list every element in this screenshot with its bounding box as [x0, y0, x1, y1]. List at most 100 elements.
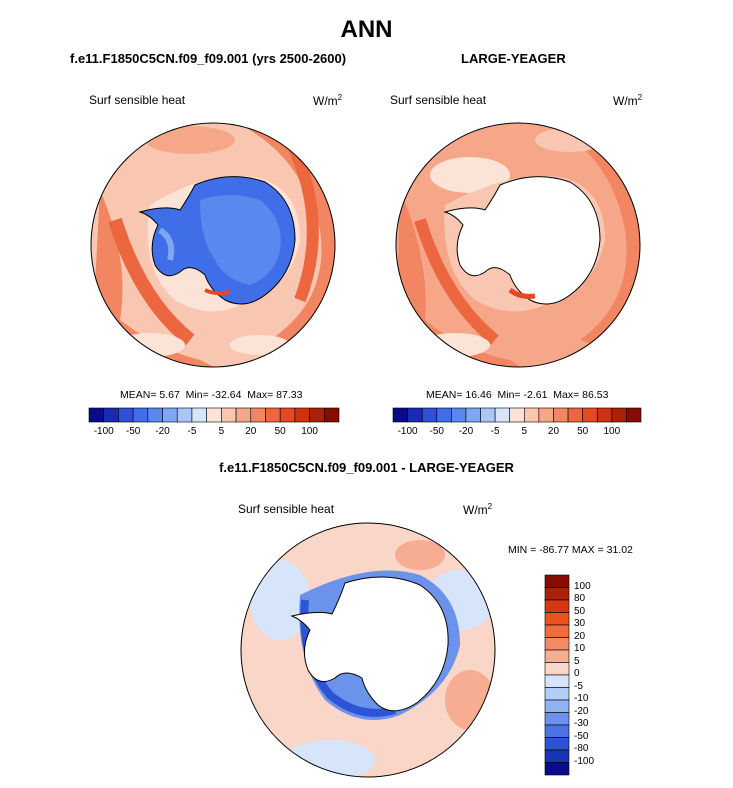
colorbar-tick-label: 20 [547, 426, 560, 437]
colorbar-tick-label: -5 [574, 680, 583, 692]
colorbar-swatch [250, 407, 266, 423]
colorbar-tick-label: -20 [458, 426, 474, 437]
diff-variable-label: Surf sensible heat [238, 502, 335, 516]
colorbar-tick-label: -5 [187, 426, 197, 437]
colorbar-tick-label: 5 [521, 426, 528, 437]
colorbar-tick-label: 30 [574, 618, 586, 629]
colorbar-tick-label: 100 [301, 426, 318, 437]
colorbar-tick-label: -100 [93, 426, 114, 437]
colorbar-tick-label: 50 [274, 426, 286, 437]
colorbar-swatch [538, 407, 554, 423]
right-case-title: LARGE-YEAGER [461, 51, 566, 66]
colorbar-tick-label: 50 [574, 605, 586, 617]
left-colorbar [88, 407, 340, 423]
colorbar-tick-label: -10 [574, 693, 589, 704]
colorbar-tick-label: 80 [574, 593, 586, 604]
colorbar-tick-label: -5 [490, 426, 500, 437]
diff-colorbar [544, 574, 570, 776]
colorbar-swatch [611, 407, 627, 423]
colorbar-tick-label: -50 [429, 426, 444, 437]
colorbar-swatch [567, 407, 583, 423]
colorbar-tick-label: 10 [574, 643, 586, 654]
colorbar-swatch [206, 407, 222, 423]
colorbar-tick-label: -20 [574, 705, 589, 717]
right-variable-label: Surf sensible heat [390, 93, 487, 107]
colorbar-swatch [147, 407, 163, 423]
right-antarctica [443, 176, 601, 305]
colorbar-swatch [191, 407, 207, 423]
colorbar-tick-label: 100 [574, 580, 591, 592]
colorbar-swatch [480, 407, 496, 423]
colorbar-swatch [544, 674, 570, 688]
colorbar-swatch [596, 407, 613, 423]
colorbar-swatch [323, 407, 340, 423]
colorbar-swatch [436, 407, 452, 423]
colorbar-swatch [626, 407, 642, 423]
left-polar-map [91, 123, 335, 367]
colorbar-swatch [103, 407, 119, 423]
colorbar-swatch [392, 407, 408, 423]
colorbar-swatch [509, 407, 525, 423]
colorbar-swatch [162, 407, 178, 423]
colorbar-swatch [279, 407, 296, 423]
colorbar-tick-label: 5 [574, 655, 580, 667]
colorbar-swatch [544, 737, 570, 751]
colorbar-swatch [544, 749, 570, 763]
colorbar-tick-label: 20 [574, 630, 586, 642]
colorbar-swatch [544, 587, 570, 601]
left-units-label: W/m2 [313, 93, 343, 108]
colorbar-swatch [451, 407, 467, 423]
figure-title: ANN [340, 16, 393, 43]
diff-polar-map [241, 523, 495, 777]
colorbar-swatch [582, 407, 598, 423]
colorbar-swatch [309, 407, 325, 423]
left-stats: MEAN= 5.67 Min= -32.64 Max= 87.33 [120, 389, 303, 401]
colorbar-tick-label: -50 [125, 426, 141, 437]
colorbar-swatch [544, 687, 570, 701]
colorbar-swatch [421, 407, 438, 423]
colorbar-swatch [407, 407, 423, 423]
colorbar-swatch [88, 407, 105, 423]
colorbar-swatch [235, 407, 252, 423]
diff-minmax: MIN = -86.77 MAX = 31.02 [508, 544, 633, 556]
colorbar-swatch [465, 407, 481, 423]
colorbar-tick-label: -100 [574, 755, 595, 767]
colorbar-swatch [176, 407, 193, 423]
colorbar-swatch [265, 407, 281, 423]
colorbar-swatch [553, 407, 569, 423]
right-units-label: W/m2 [613, 93, 643, 108]
diff-units-label: W/m2 [463, 502, 493, 517]
colorbar-swatch [544, 574, 570, 588]
colorbar-tick-label: -20 [155, 426, 170, 437]
right-colorbar [392, 407, 642, 423]
colorbar-tick-label: -30 [574, 718, 589, 729]
colorbar-swatch [523, 407, 540, 423]
colorbar-tick-label: 0 [574, 668, 580, 679]
colorbar-tick-label: 100 [603, 426, 621, 437]
colorbar-swatch [544, 637, 570, 651]
colorbar-swatch [494, 407, 511, 423]
colorbar-swatch [221, 407, 237, 423]
colorbar-swatch [544, 649, 570, 663]
colorbar-swatch [544, 712, 570, 726]
colorbar-tick-label: 5 [218, 426, 225, 437]
colorbar-swatch [118, 407, 134, 423]
colorbar-swatch [544, 699, 570, 713]
colorbar-swatch [544, 662, 570, 676]
colorbar-swatch [132, 407, 149, 423]
diff-case-title: f.e11.F1850C5CN.f09_f09.001 - LARGE-YEAG… [219, 460, 514, 475]
right-stats: MEAN= 16.46 Min= -2.61 Max= 86.53 [426, 389, 609, 401]
left-case-title: f.e11.F1850C5CN.f09_f09.001 (yrs 2500-26… [70, 51, 347, 66]
colorbar-tick-label: 20 [245, 426, 257, 437]
colorbar-swatch [544, 724, 570, 738]
left-variable-label: Surf sensible heat [89, 93, 186, 107]
colorbar-swatch [544, 599, 570, 613]
right-polar-map [396, 123, 640, 367]
colorbar-tick-label: -80 [574, 743, 589, 754]
colorbar-swatch [544, 612, 570, 626]
colorbar-swatch [544, 762, 570, 776]
colorbar-swatch [544, 624, 570, 638]
colorbar-tick-label: -100 [397, 426, 418, 437]
colorbar-tick-label: -50 [574, 730, 589, 742]
